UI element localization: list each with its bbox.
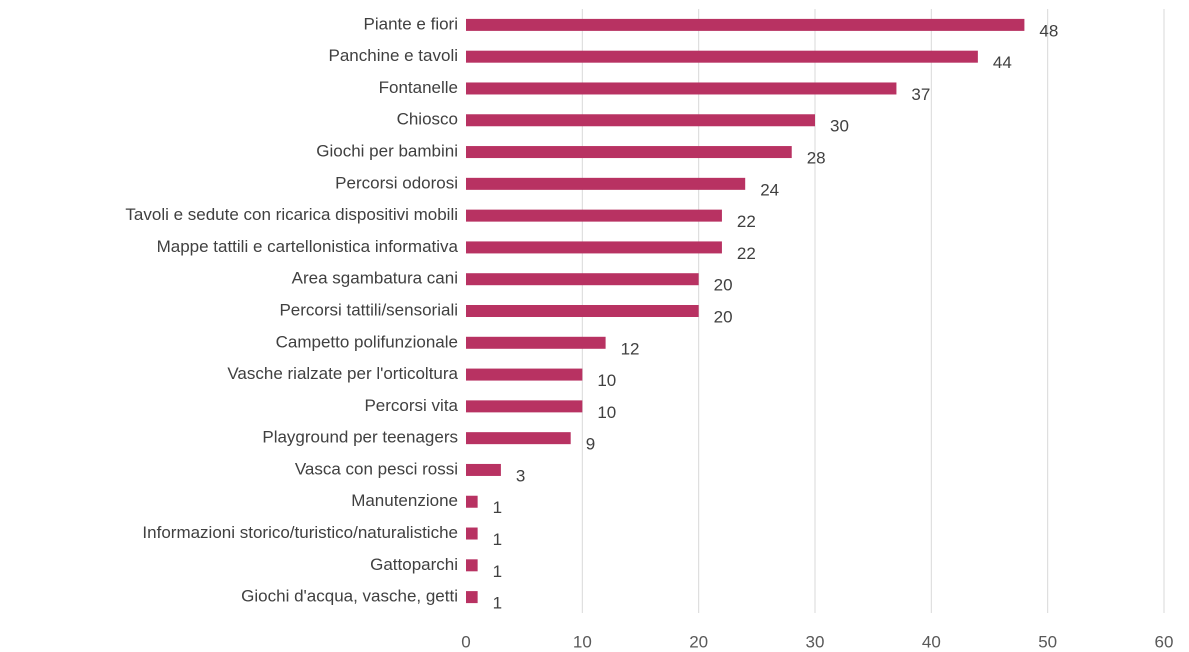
bar bbox=[466, 463, 501, 476]
data-label: 20 bbox=[714, 307, 733, 326]
y-tick-label: Vasche rialzate per l'orticoltura bbox=[227, 364, 458, 383]
bar bbox=[466, 82, 897, 95]
data-label: 20 bbox=[714, 276, 733, 295]
y-tick-label: Giochi d'acqua, vasche, getti bbox=[241, 587, 458, 606]
y-tick-label: Area sgambatura cani bbox=[292, 269, 458, 288]
y-tick-label: Chiosco bbox=[397, 110, 458, 129]
data-label: 1 bbox=[493, 594, 502, 613]
bar bbox=[466, 146, 792, 159]
bar bbox=[466, 559, 478, 572]
y-tick-label: Playground per teenagers bbox=[262, 428, 458, 447]
y-tick-label: Tavoli e sedute con ricarica dispositivi… bbox=[125, 205, 458, 224]
y-tick-label: Percorsi odorosi bbox=[335, 173, 458, 192]
x-tick-label: 60 bbox=[1155, 632, 1174, 651]
data-label: 1 bbox=[493, 530, 502, 549]
bar bbox=[466, 368, 583, 381]
bar bbox=[466, 241, 722, 254]
data-label: 30 bbox=[830, 117, 849, 136]
y-tick-label: Mappe tattili e cartellonistica informat… bbox=[157, 237, 459, 256]
data-label: 10 bbox=[597, 371, 616, 390]
bar bbox=[466, 305, 699, 317]
bar bbox=[466, 209, 722, 222]
y-tick-label: Piante e fiori bbox=[364, 14, 459, 33]
x-tick-label: 50 bbox=[1038, 632, 1057, 651]
x-tick-label: 0 bbox=[461, 632, 470, 651]
bar bbox=[466, 177, 746, 190]
x-tick-label: 10 bbox=[573, 632, 592, 651]
y-tick-label: Panchine e tavoli bbox=[329, 46, 458, 65]
y-tick-label: Vasca con pesci rossi bbox=[295, 459, 458, 478]
data-label: 10 bbox=[597, 403, 616, 422]
data-label: 24 bbox=[760, 180, 779, 199]
y-tick-label: Gattoparchi bbox=[370, 555, 458, 574]
data-label: 22 bbox=[737, 212, 756, 231]
y-tick-label: Fontanelle bbox=[379, 78, 458, 97]
data-label: 48 bbox=[1039, 21, 1058, 40]
x-tick-label: 40 bbox=[922, 632, 941, 651]
y-tick-label: Percorsi vita bbox=[364, 396, 458, 415]
bar bbox=[466, 400, 583, 413]
y-tick-label: Giochi per bambini bbox=[316, 142, 458, 161]
bar bbox=[466, 273, 699, 286]
data-label: 1 bbox=[493, 498, 502, 517]
data-label: 9 bbox=[586, 435, 595, 454]
bar bbox=[466, 50, 978, 63]
data-label: 3 bbox=[516, 466, 525, 485]
bar bbox=[466, 527, 478, 540]
bar bbox=[466, 336, 606, 349]
bar bbox=[466, 432, 571, 445]
data-label: 12 bbox=[621, 339, 640, 358]
x-tick-label: 30 bbox=[806, 632, 825, 651]
data-label: 37 bbox=[911, 85, 930, 104]
x-tick-label: 20 bbox=[689, 632, 708, 651]
y-tick-label: Percorsi tattili/sensoriali bbox=[279, 300, 458, 319]
bar bbox=[466, 495, 478, 508]
y-tick-label: Manutenzione bbox=[351, 491, 458, 510]
y-tick-label: Campetto polifunzionale bbox=[276, 332, 458, 351]
data-label: 44 bbox=[993, 53, 1012, 72]
bar bbox=[466, 18, 1025, 31]
data-label: 22 bbox=[737, 244, 756, 263]
bar bbox=[466, 591, 478, 604]
bar bbox=[466, 114, 815, 127]
data-label: 1 bbox=[493, 562, 502, 581]
y-tick-label: Informazioni storico/turistico/naturalis… bbox=[142, 523, 458, 542]
data-label: 28 bbox=[807, 149, 826, 168]
